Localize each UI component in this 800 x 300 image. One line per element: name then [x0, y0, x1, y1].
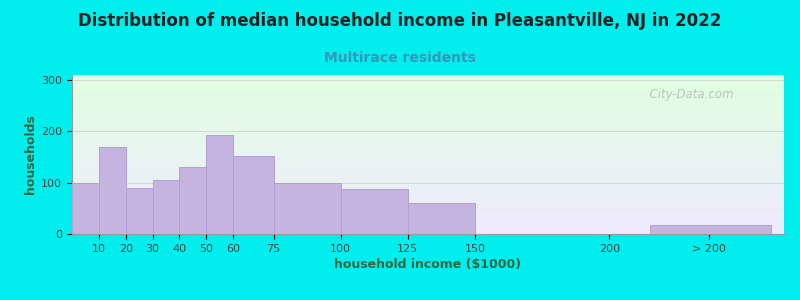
Bar: [153, 180, 179, 234]
Bar: [274, 183, 341, 234]
Bar: [99, 147, 126, 234]
Bar: [408, 203, 475, 234]
X-axis label: household income ($1000): household income ($1000): [334, 258, 522, 271]
Text: Multirace residents: Multirace residents: [324, 51, 476, 65]
Bar: [234, 155, 274, 234]
Bar: [341, 189, 408, 234]
Bar: [126, 188, 153, 234]
Bar: [72, 183, 99, 234]
Text: City-Data.com: City-Data.com: [642, 88, 734, 100]
Y-axis label: households: households: [24, 115, 37, 194]
Text: Distribution of median household income in Pleasantville, NJ in 2022: Distribution of median household income …: [78, 12, 722, 30]
Bar: [206, 135, 234, 234]
Bar: [650, 225, 770, 234]
Bar: [179, 167, 206, 234]
